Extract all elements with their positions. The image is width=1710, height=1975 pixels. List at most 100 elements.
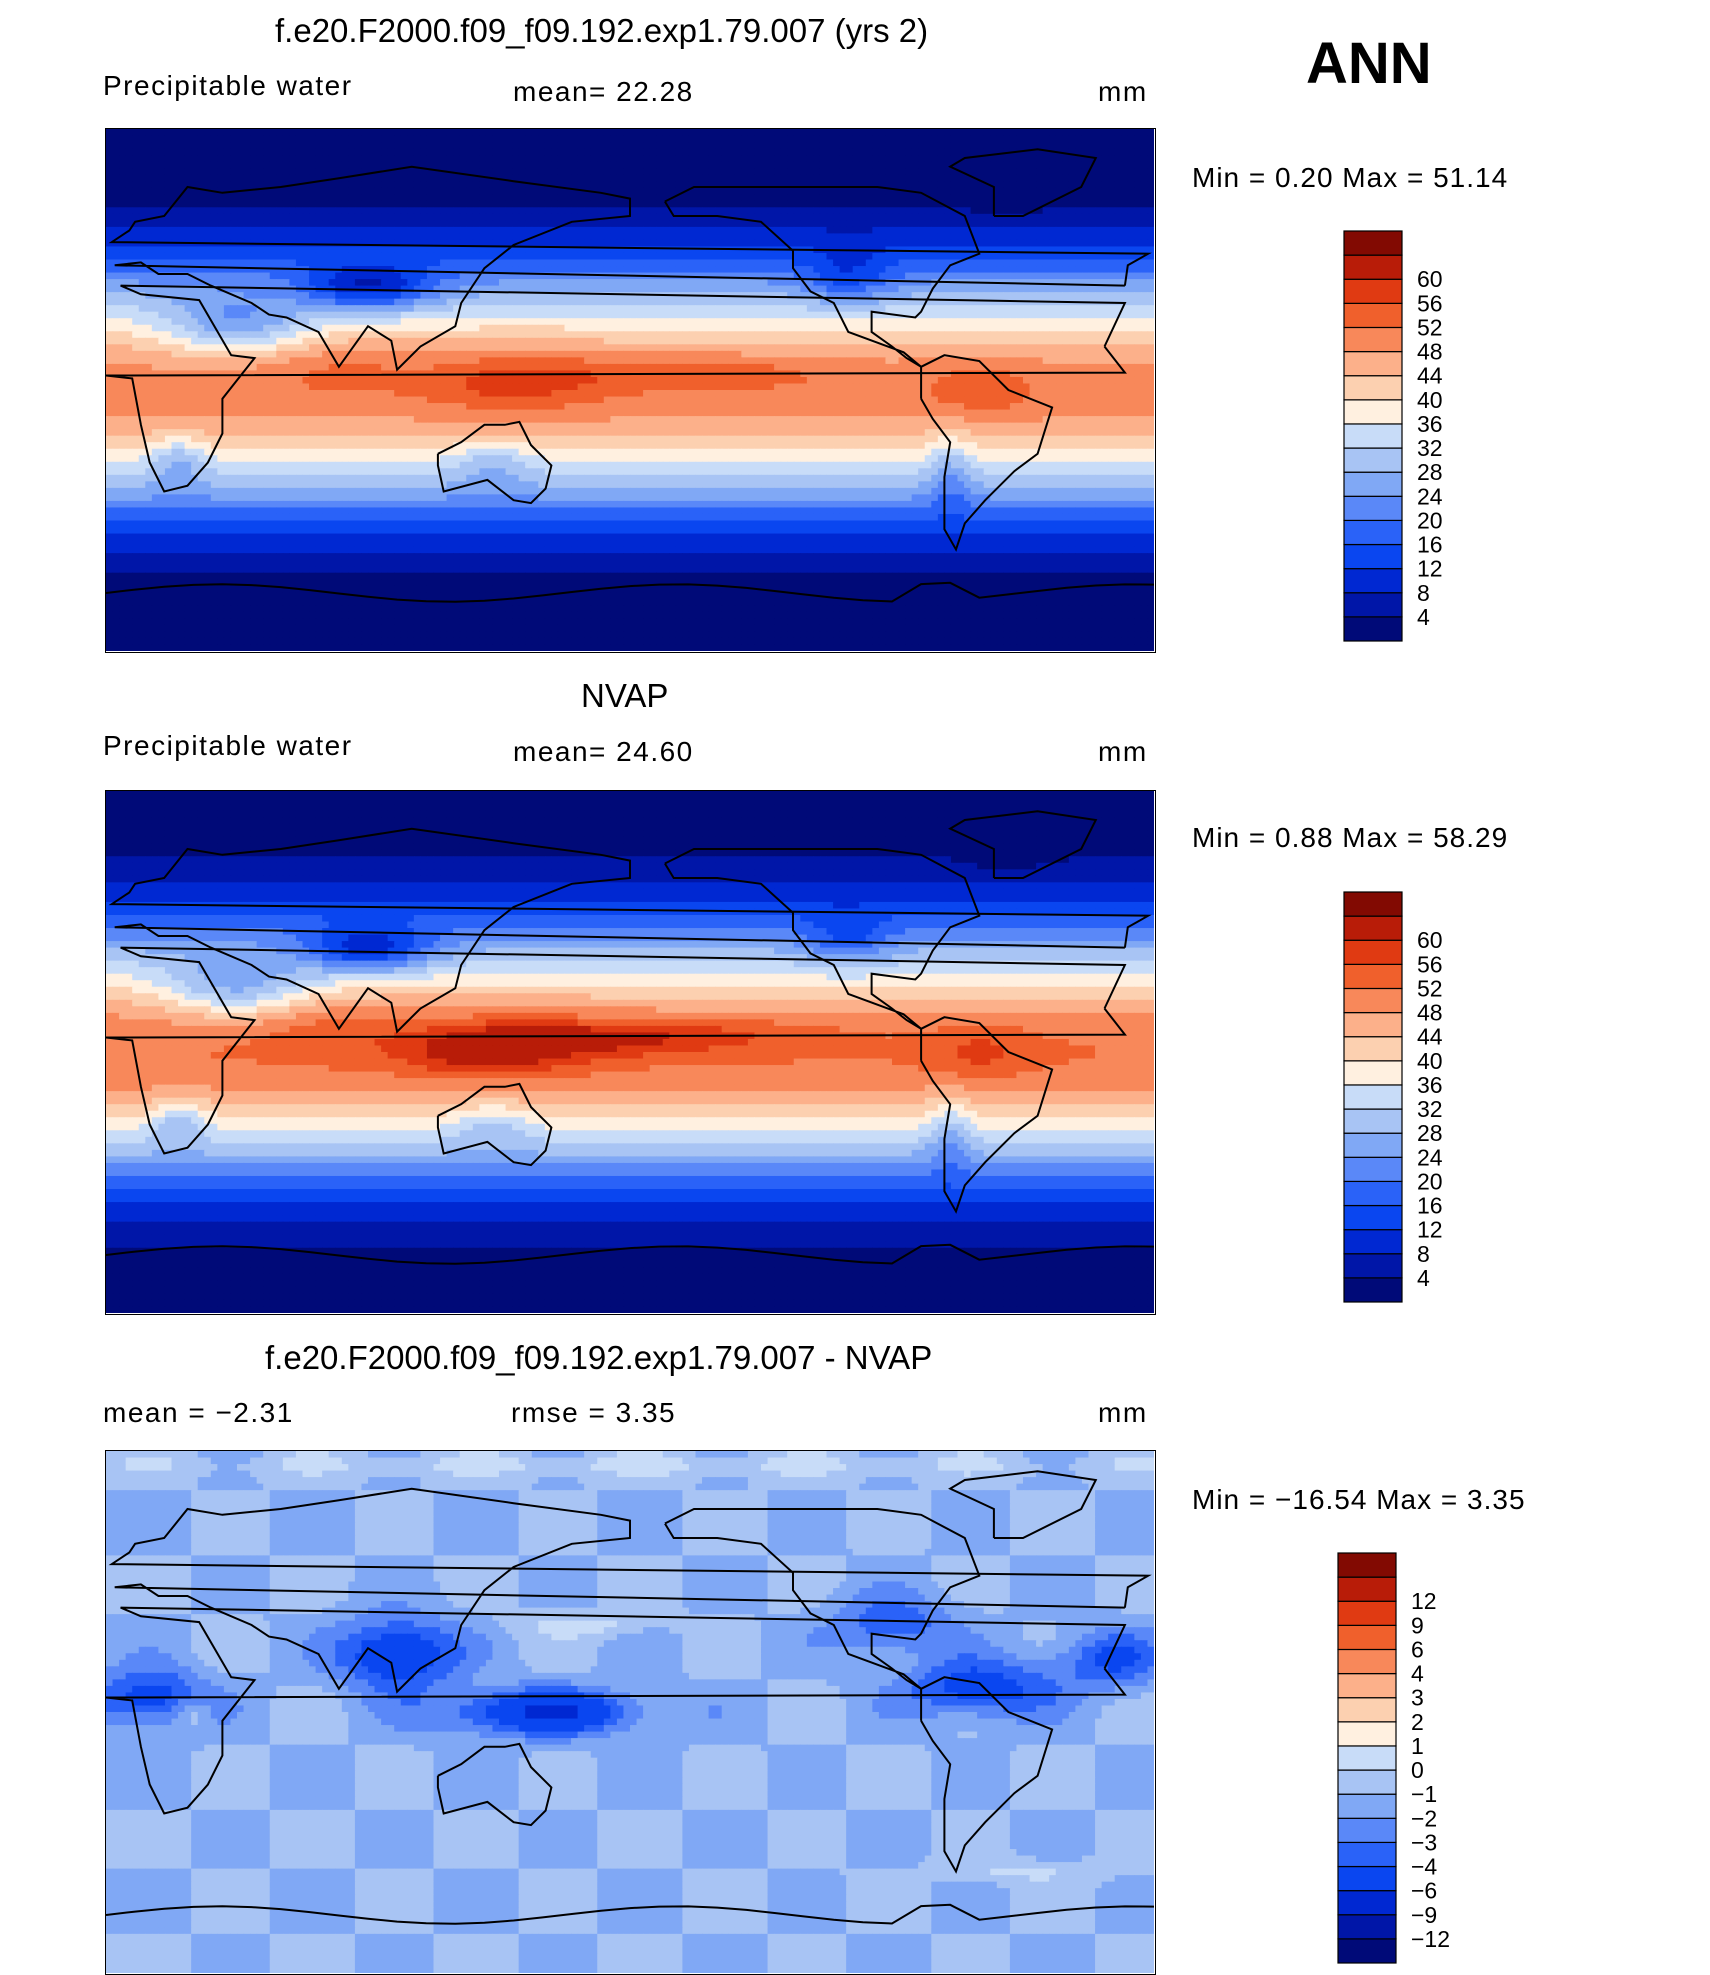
colorbar-swatch <box>1343 592 1403 618</box>
colorbar-tick-label: 48 <box>1417 339 1443 365</box>
panel-1-minmax: Min = 0.20 Max = 51.14 <box>1192 162 1508 194</box>
colorbar-tick-label: 56 <box>1417 951 1443 977</box>
panel-1-mean-label: mean= 22.28 <box>513 76 694 108</box>
panel-3-map <box>105 1450 1156 1975</box>
colorbar-tick-label: 9 <box>1411 1612 1424 1638</box>
colorbar-tick-label: 48 <box>1417 1000 1443 1026</box>
colorbar-swatch <box>1337 1841 1397 1868</box>
colorbar-swatch <box>1337 1697 1397 1723</box>
colorbar-tick-label: 56 <box>1417 290 1443 316</box>
colorbar-tick-label: 44 <box>1417 363 1443 389</box>
colorbar-swatch <box>1337 1600 1397 1626</box>
panel-2-unit-label: mm <box>1098 736 1148 768</box>
colorbar-swatch <box>1343 1036 1403 1062</box>
colorbar-swatch <box>1343 987 1403 1014</box>
colorbar-swatch <box>1343 519 1403 546</box>
map-field <box>106 791 1154 1313</box>
colorbar-swatch <box>1343 495 1403 522</box>
colorbar-tick-label: 8 <box>1417 1241 1430 1267</box>
colorbar-swatch <box>1343 939 1403 965</box>
colorbar-swatch <box>1343 1253 1403 1279</box>
colorbar-swatch <box>1343 254 1403 280</box>
colorbar-swatch <box>1343 302 1403 329</box>
colorbar-tick-label: −12 <box>1411 1926 1450 1952</box>
colorbar-swatch <box>1343 1156 1403 1183</box>
colorbar-tick-label: 60 <box>1417 927 1443 953</box>
colorbar-swatch <box>1343 568 1403 594</box>
colorbar-swatch <box>1343 543 1403 570</box>
panel-1-title: f.e20.F2000.f09_f09.192.exp1.79.007 (yrs… <box>275 12 928 50</box>
colorbar-swatch <box>1343 963 1403 990</box>
colorbar-tick-label: 24 <box>1417 1144 1443 1170</box>
colorbar-swatch <box>1343 1060 1403 1086</box>
colorbar-swatch <box>1343 1204 1403 1231</box>
colorbar-swatch <box>1343 230 1403 256</box>
colorbar-swatch <box>1343 278 1403 304</box>
colorbar-tick-label: 40 <box>1417 387 1443 413</box>
colorbar-tick-label: 16 <box>1417 532 1443 558</box>
colorbar-swatch <box>1337 1648 1397 1675</box>
colorbar-swatch <box>1343 375 1403 401</box>
colorbar-tick-label: 32 <box>1417 435 1443 461</box>
colorbar-tick-label: −9 <box>1411 1902 1437 1928</box>
colorbar-tick-label: 2 <box>1411 1709 1424 1735</box>
colorbar-tick-label: 12 <box>1417 1217 1443 1243</box>
colorbar-swatch <box>1337 1576 1397 1602</box>
colorbar-tick-label: 36 <box>1417 411 1443 437</box>
colorbar-swatch <box>1337 1938 1397 1964</box>
colorbar-tick-label: 6 <box>1411 1636 1424 1662</box>
colorbar-swatch <box>1343 326 1403 353</box>
colorbar-tick-label: 4 <box>1417 1265 1430 1291</box>
colorbar-swatch <box>1337 1865 1397 1892</box>
colorbar-swatch <box>1337 1552 1397 1578</box>
panel-2-title: NVAP <box>581 677 668 715</box>
colorbar-tick-label: −1 <box>1411 1781 1437 1807</box>
colorbar-tick-label: 0 <box>1411 1757 1424 1783</box>
colorbar-tick-label: 28 <box>1417 459 1443 485</box>
colorbar-tick-label: −2 <box>1411 1805 1437 1831</box>
colorbar-tick-label: 20 <box>1417 1168 1443 1194</box>
panel-2-mean-label: mean= 24.60 <box>513 736 694 768</box>
colorbar-swatch <box>1343 1277 1403 1303</box>
colorbar-swatch <box>1343 1180 1403 1207</box>
colorbar-swatch <box>1343 447 1403 473</box>
colorbar-tick-label: 28 <box>1417 1120 1443 1146</box>
colorbar-tick-label: 60 <box>1417 266 1443 292</box>
colorbar-tick-label: 44 <box>1417 1024 1443 1050</box>
panel-1-colorbar: 4 8 12 16 20 24 28 32 36 40 44 48 52 56 60 <box>1343 230 1483 644</box>
colorbar-swatch <box>1343 1011 1403 1038</box>
colorbar-swatch <box>1343 891 1403 917</box>
colorbar-tick-label: 52 <box>1417 975 1443 1001</box>
colorbar-tick-label: 36 <box>1417 1072 1443 1098</box>
colorbar-tick-label: 3 <box>1411 1685 1424 1711</box>
panel-2-variable-label: Precipitable water <box>103 730 353 762</box>
colorbar-swatch <box>1343 915 1403 941</box>
colorbar-tick-label: 8 <box>1417 580 1430 606</box>
colorbar-tick-label: −4 <box>1411 1854 1437 1880</box>
panel-3-unit-label: mm <box>1098 1397 1148 1429</box>
panel-1-unit-label: mm <box>1098 76 1148 108</box>
colorbar-tick-label: 52 <box>1417 314 1443 340</box>
panel-2-colorbar: 4 8 12 16 20 24 28 32 36 40 44 48 52 56 60 <box>1343 891 1483 1305</box>
colorbar-tick-label: −6 <box>1411 1878 1437 1904</box>
colorbar-swatch <box>1337 1890 1397 1916</box>
colorbar-swatch <box>1337 1721 1397 1747</box>
colorbar-swatch <box>1337 1793 1397 1819</box>
map-field <box>106 1451 1154 1973</box>
colorbar-swatch <box>1343 1084 1403 1110</box>
colorbar-tick-label: 1 <box>1411 1733 1424 1759</box>
colorbar-swatch <box>1343 1108 1403 1134</box>
colorbar-tick-label: 12 <box>1411 1588 1437 1614</box>
colorbar-swatch <box>1343 1132 1403 1158</box>
panel-3-title: f.e20.F2000.f09_f09.192.exp1.79.007 - NV… <box>265 1339 932 1377</box>
panel-3-colorbar: −12 −9 −6 −4 −3 −2 −1 0 1 2 3 4 6 9 12 <box>1337 1552 1477 1966</box>
panel-2-minmax: Min = 0.88 Max = 58.29 <box>1192 822 1508 854</box>
colorbar-swatch <box>1343 616 1403 642</box>
panel-3-rmse-label: rmse = 3.35 <box>511 1397 676 1429</box>
colorbar-tick-label: 4 <box>1411 1661 1424 1687</box>
colorbar-tick-label: 12 <box>1417 556 1443 582</box>
colorbar-tick-label: 24 <box>1417 483 1443 509</box>
